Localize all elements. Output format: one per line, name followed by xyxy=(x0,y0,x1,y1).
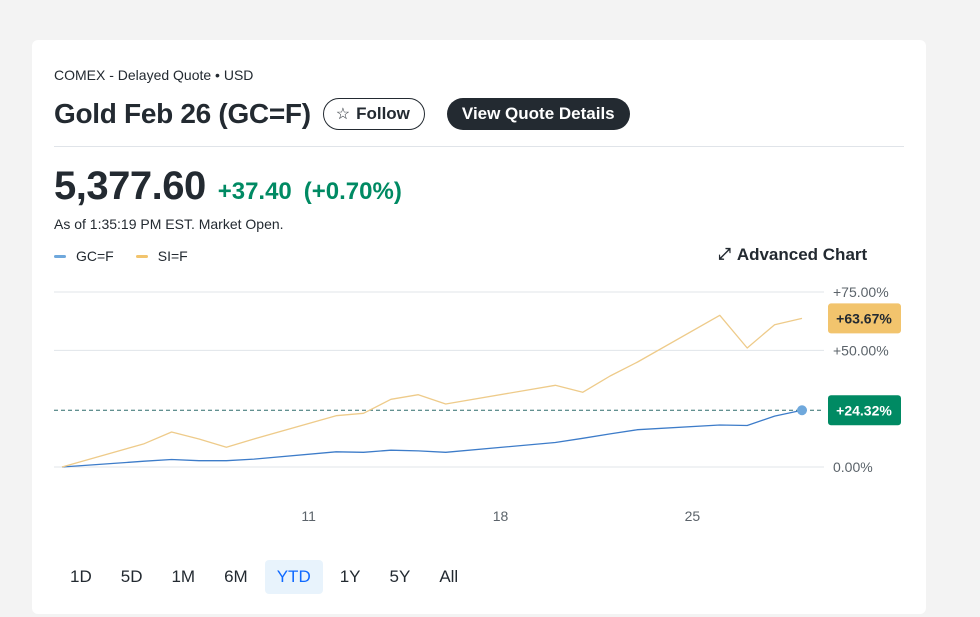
end-label-badge xyxy=(828,395,901,426)
price-change-percent: (+0.70%) xyxy=(303,178,402,205)
line-chart[interactable]: +75.00% +50.00% 0.00% 11 18 25 +63.67% +24.32% xyxy=(32,40,926,614)
page-title: Gold Feb 26 (GC=F) xyxy=(54,98,311,129)
chart-legend: GC=F SI=F xyxy=(54,248,210,264)
range-button-5d[interactable]: 5D xyxy=(109,560,155,594)
x-tick-label: 18 xyxy=(493,508,509,524)
exchange-info: COMEX - Delayed Quote • USD xyxy=(54,67,254,83)
legend-swatch-si xyxy=(135,254,148,258)
range-button-6m[interactable]: 6M xyxy=(212,560,260,594)
as-of-timestamp: As of 1:35:19 PM EST. Market Open. xyxy=(54,216,284,232)
x-tick-label: 11 xyxy=(301,508,316,524)
y-tick-label: 0.00% xyxy=(833,459,873,475)
range-button-5y[interactable]: 5Y xyxy=(378,560,423,594)
follow-label: Follow xyxy=(356,104,410,123)
advanced-chart-link[interactable]: ⤢ Advanced Chart xyxy=(718,245,867,265)
follow-button[interactable]: ☆ Follow xyxy=(322,98,425,130)
range-button-1d[interactable]: 1D xyxy=(58,560,104,594)
range-button-1m[interactable]: 1M xyxy=(159,560,207,594)
y-tick-label: +75.00% xyxy=(833,284,889,300)
legend-swatch-gc xyxy=(54,254,66,258)
end-label-text: +24.32% xyxy=(836,402,892,418)
y-tick-label: +50.00% xyxy=(833,342,889,358)
x-tick-label: 25 xyxy=(685,508,701,524)
legend-item-gc[interactable]: GC=F xyxy=(54,248,114,264)
range-selector: 1D 5D 1M 6M YTD 1Y 5Y All xyxy=(58,560,475,594)
view-quote-details-button[interactable]: View Quote Details xyxy=(446,98,630,130)
expand-arrows-icon: ⤢ xyxy=(718,246,731,263)
legend-label-gc: GC=F xyxy=(76,248,114,264)
end-label-badge xyxy=(828,303,901,334)
range-button-all[interactable]: All xyxy=(427,560,470,594)
series-line-gc-f xyxy=(61,409,803,468)
last-point-marker xyxy=(797,405,807,416)
title-row: Gold Feb 26 (GC=F) ☆ Follow View Quote D… xyxy=(54,98,630,130)
end-label-text: +63.67% xyxy=(836,310,892,326)
series-line-si-f xyxy=(61,314,803,468)
price-change: +37.40 xyxy=(217,178,292,205)
legend-item-si[interactable]: SI=F xyxy=(135,248,188,264)
legend-label-si: SI=F xyxy=(157,248,188,264)
divider xyxy=(54,146,904,147)
current-price: 5,377.60 xyxy=(54,164,206,208)
price-row: 5,377.60 +37.40 (+0.70%) xyxy=(54,164,402,209)
range-button-ytd[interactable]: YTD xyxy=(264,560,323,594)
star-icon: ☆ xyxy=(335,106,351,123)
range-button-1y[interactable]: 1Y xyxy=(328,560,373,594)
advanced-chart-label: Advanced Chart xyxy=(736,245,868,264)
quote-card: COMEX - Delayed Quote • USD Gold Feb 26 … xyxy=(32,40,926,614)
